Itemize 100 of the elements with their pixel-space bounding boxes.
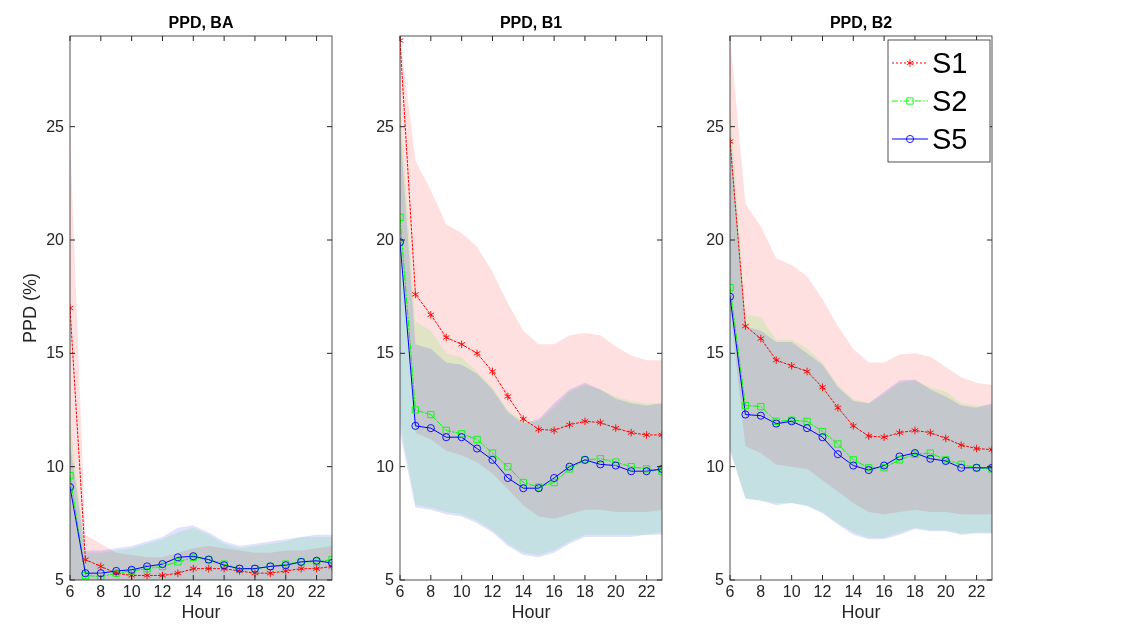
point: [818, 383, 827, 392]
x-tick-label: 20: [276, 583, 295, 600]
point: [849, 461, 858, 470]
point: [174, 568, 182, 578]
y-tick-label: 15: [46, 344, 65, 362]
point: [833, 450, 842, 459]
point: [803, 417, 811, 425]
x-tick-label: 6: [65, 583, 75, 600]
point: [473, 435, 481, 444]
point: [282, 566, 290, 576]
x-tick-label: 14: [514, 583, 533, 600]
y-tick-label: 25: [376, 117, 395, 135]
point: [442, 333, 450, 342]
point: [926, 428, 935, 437]
x-tick-label: 18: [246, 583, 264, 600]
point: [757, 334, 765, 343]
point: [627, 463, 635, 471]
y-tick-label: 20: [376, 231, 395, 248]
point: [504, 392, 512, 401]
point: [926, 454, 935, 463]
point: [957, 463, 966, 472]
point: [97, 562, 105, 571]
chart-title: PPD, B1: [499, 14, 563, 31]
x-tick-label: 22: [637, 583, 656, 600]
point: [427, 410, 435, 419]
point: [411, 290, 420, 299]
point: [803, 367, 811, 376]
point: [312, 564, 321, 573]
chart-title: PPD, B2: [829, 14, 893, 31]
point: [787, 361, 796, 371]
x-tick-label: 12: [813, 583, 832, 600]
point: [457, 433, 466, 442]
point: [612, 423, 620, 433]
point: [581, 417, 589, 426]
point: [550, 473, 559, 483]
y-tick-label: 25: [706, 117, 725, 135]
point: [834, 403, 842, 412]
point: [550, 426, 558, 435]
point: [849, 421, 858, 431]
point: [81, 555, 90, 564]
x-tick-label: 20: [936, 583, 955, 600]
point: [895, 452, 904, 461]
x-tick-label: 10: [782, 583, 801, 600]
x-tick-label: 22: [307, 583, 326, 600]
y-tick-label: 20: [706, 231, 725, 248]
point: [519, 478, 527, 487]
point: [741, 410, 750, 419]
x-axis-title: Hour: [181, 602, 221, 622]
x-tick-label: 6: [725, 583, 735, 600]
point: [611, 461, 620, 470]
point: [926, 449, 934, 457]
point: [627, 467, 636, 476]
y-tick-label: 20: [46, 231, 65, 248]
x-axis-title: Hour: [841, 602, 881, 622]
point: [642, 430, 651, 440]
point: [942, 434, 950, 443]
point: [957, 440, 965, 450]
point: [473, 444, 482, 453]
point: [519, 484, 528, 493]
point: [173, 553, 182, 562]
point: [297, 564, 305, 573]
point: [834, 440, 842, 448]
point: [488, 367, 497, 376]
point: [596, 418, 605, 427]
y-tick-label: 10: [46, 457, 65, 475]
y-tick-label: 5: [55, 571, 65, 588]
y-tick-label: 15: [376, 344, 395, 362]
x-tick-label: 8: [426, 583, 436, 600]
x-axis-title: Hour: [511, 602, 551, 622]
x-tick-label: 12: [153, 583, 172, 600]
point: [612, 458, 620, 466]
point: [818, 433, 827, 442]
point: [911, 426, 919, 435]
legend-label: S2: [932, 85, 968, 117]
point: [741, 321, 750, 331]
point: [488, 449, 497, 457]
point: [534, 425, 543, 434]
point: [457, 340, 466, 349]
x-tick-label: 12: [483, 583, 502, 600]
x-tick-label: 18: [576, 583, 594, 600]
legend-label: S5: [932, 123, 968, 155]
point: [426, 424, 435, 433]
point: [96, 569, 105, 578]
x-tick-label: 16: [875, 583, 894, 600]
x-tick-label: 18: [906, 583, 924, 600]
point: [596, 460, 605, 469]
point: [818, 427, 827, 436]
x-tick-label: 10: [122, 583, 141, 600]
point: [880, 432, 888, 442]
point: [627, 428, 635, 437]
x-tick-label: 16: [215, 583, 234, 600]
point: [458, 430, 466, 438]
y-axis-title: PPD (%): [20, 272, 40, 344]
point: [803, 424, 812, 433]
point: [895, 456, 904, 464]
point: [204, 564, 213, 573]
point: [442, 433, 451, 442]
y-tick-label: 5: [385, 571, 395, 588]
x-tick-label: 8: [756, 583, 766, 600]
point: [488, 455, 497, 464]
